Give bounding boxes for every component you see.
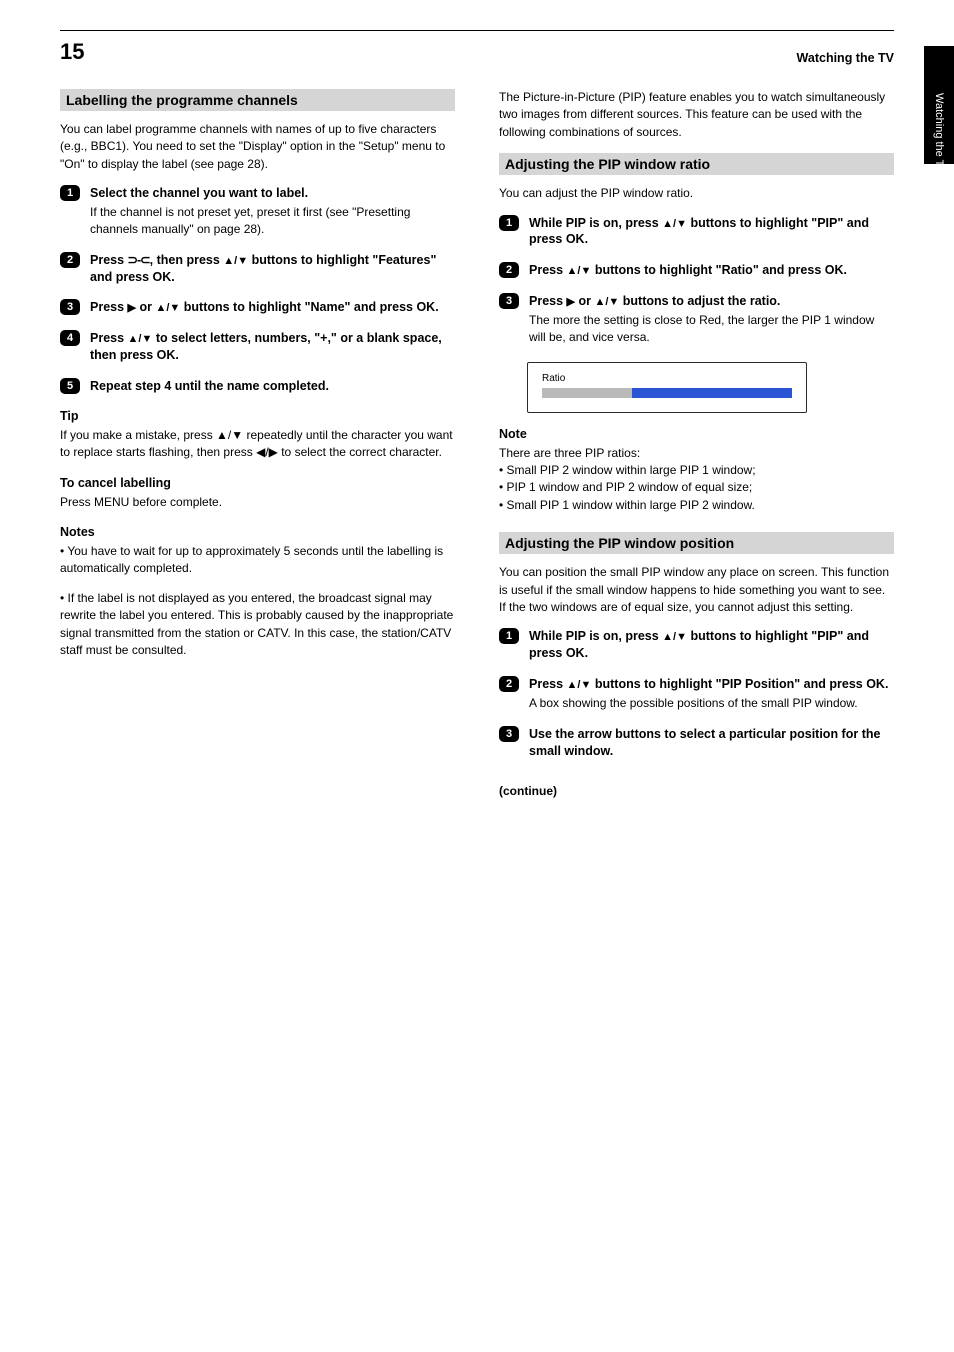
up-down-icon: ▲/▼ [662, 631, 687, 643]
ratio-intro: You can adjust the PIP window ratio. [499, 185, 894, 202]
left-step5-text: Repeat step 4 until the name completed. [90, 378, 329, 395]
ratio-step2-text: Press ▲/▼ buttons to highlight "Ratio" a… [529, 262, 847, 279]
note-1: • You have to wait for up to approximate… [60, 543, 455, 578]
left-column: Labelling the programme channels You can… [60, 89, 455, 798]
up-down-icon: ▲/▼ [128, 333, 153, 345]
left-step-4: 4 Press ▲/▼ to select letters, numbers, … [60, 330, 455, 364]
step-badge-2: 2 [60, 252, 80, 268]
step-badge-3: 3 [60, 299, 80, 315]
ratio-step-1: 1 While PIP is on, press ▲/▼ buttons to … [499, 215, 894, 249]
pos-step2-sub: A box showing the possible positions of … [529, 695, 888, 712]
ratio-step3-text: Press ▶ or ▲/▼ buttons to adjust the rat… [529, 293, 894, 310]
left-step1-sub: If the channel is not preset yet, preset… [90, 204, 455, 238]
ratio-bar-red [542, 388, 632, 398]
columns: Labelling the programme channels You can… [60, 89, 894, 798]
ratio-step-3: 3 Press ▶ or ▲/▼ buttons to adjust the r… [499, 293, 894, 345]
page-number: 15 [60, 39, 84, 65]
left-step1-main: Select the channel you want to label. [90, 185, 455, 202]
side-tab-label: Watching the TV [933, 93, 945, 123]
continued-label: (continue) [499, 784, 894, 798]
ratio-step1-text: While PIP is on, press ▲/▼ buttons to hi… [529, 215, 894, 249]
step-badge: 2 [499, 676, 519, 692]
notes-title: Notes [60, 525, 455, 539]
left-step3-text: Press ▶ or ▲/▼ buttons to highlight "Nam… [90, 299, 439, 316]
ratio-note-title: Note [499, 427, 894, 441]
tip-body: If you make a mistake, press ▲/▼ repeate… [60, 427, 455, 462]
left-step2-text: Press ⊃-⊂, then press ▲/▼ buttons to hig… [90, 252, 455, 286]
step-badge: 3 [499, 726, 519, 742]
step-badge-1: 1 [60, 185, 80, 201]
pos-step2-text: Press ▲/▼ buttons to highlight "PIP Posi… [529, 676, 888, 693]
right-icon: ▶ [128, 302, 136, 314]
step-badge: 3 [499, 293, 519, 309]
ratio-box-label: Ratio [542, 373, 792, 384]
up-down-icon: ▲/▼ [223, 255, 248, 267]
up-down-icon: ▲/▼ [594, 296, 619, 308]
step-badge: 1 [499, 215, 519, 231]
ratio-note-body: There are three PIP ratios: • Small PIP … [499, 445, 894, 515]
ratio-heading: Adjusting the PIP window ratio [499, 153, 894, 175]
pos-intro: You can position the small PIP window an… [499, 564, 894, 616]
ratio-step3-sub: The more the setting is close to Red, th… [529, 312, 894, 346]
left-heading: Labelling the programme channels [60, 89, 455, 111]
ratio-step-2: 2 Press ▲/▼ buttons to highlight "Ratio"… [499, 262, 894, 279]
left-intro: You can label programme channels with na… [60, 121, 455, 173]
left-step-1: 1 Select the channel you want to label. … [60, 185, 455, 237]
step-badge: 2 [499, 262, 519, 278]
pos-step-3: 3 Use the arrow buttons to select a part… [499, 726, 894, 760]
left-step-3: 3 Press ▶ or ▲/▼ buttons to highlight "N… [60, 299, 455, 316]
ratio-bar [542, 388, 792, 398]
pos-step-2: 2 Press ▲/▼ buttons to highlight "PIP Po… [499, 676, 894, 712]
step-badge-4: 4 [60, 330, 80, 346]
pos-step3-text: Use the arrow buttons to select a partic… [529, 726, 894, 760]
note-2: • If the label is not displayed as you e… [60, 590, 455, 660]
header-title: Watching the TV [797, 51, 894, 65]
right-icon: ▶ [567, 296, 575, 308]
to-cancel-title: To cancel labelling [60, 476, 455, 490]
left-step-2: 2 Press ⊃-⊂, then press ▲/▼ buttons to h… [60, 252, 455, 286]
step-badge: 1 [499, 628, 519, 644]
up-down-icon: ▲/▼ [567, 265, 592, 277]
up-down-icon: ▲/▼ [567, 679, 592, 691]
ratio-bar-blue [632, 388, 792, 398]
header-row: 15 Watching the TV [60, 39, 894, 65]
ratio-diagram: Ratio [527, 362, 807, 413]
to-cancel-body: Press MENU before complete. [60, 494, 455, 511]
right-lead: The Picture-in-Picture (PIP) feature ena… [499, 89, 894, 141]
link-icon: ⊃-⊂ [128, 253, 150, 267]
side-tab: Watching the TV [924, 46, 954, 164]
left-step-5: 5 Repeat step 4 until the name completed… [60, 378, 455, 395]
pos-heading: Adjusting the PIP window position [499, 532, 894, 554]
top-rule [60, 30, 894, 31]
up-down-icon: ▲/▼ [662, 218, 687, 230]
tip-title: Tip [60, 409, 455, 423]
step-badge-5: 5 [60, 378, 80, 394]
up-down-icon: ▲/▼ [155, 302, 180, 314]
left-step4-text: Press ▲/▼ to select letters, numbers, "+… [90, 330, 455, 364]
right-column: The Picture-in-Picture (PIP) feature ena… [499, 89, 894, 798]
pos-step1-text: While PIP is on, press ▲/▼ buttons to hi… [529, 628, 894, 662]
pos-step-1: 1 While PIP is on, press ▲/▼ buttons to … [499, 628, 894, 662]
page-root: Watching the TV 15 Watching the TV Label… [0, 0, 954, 838]
